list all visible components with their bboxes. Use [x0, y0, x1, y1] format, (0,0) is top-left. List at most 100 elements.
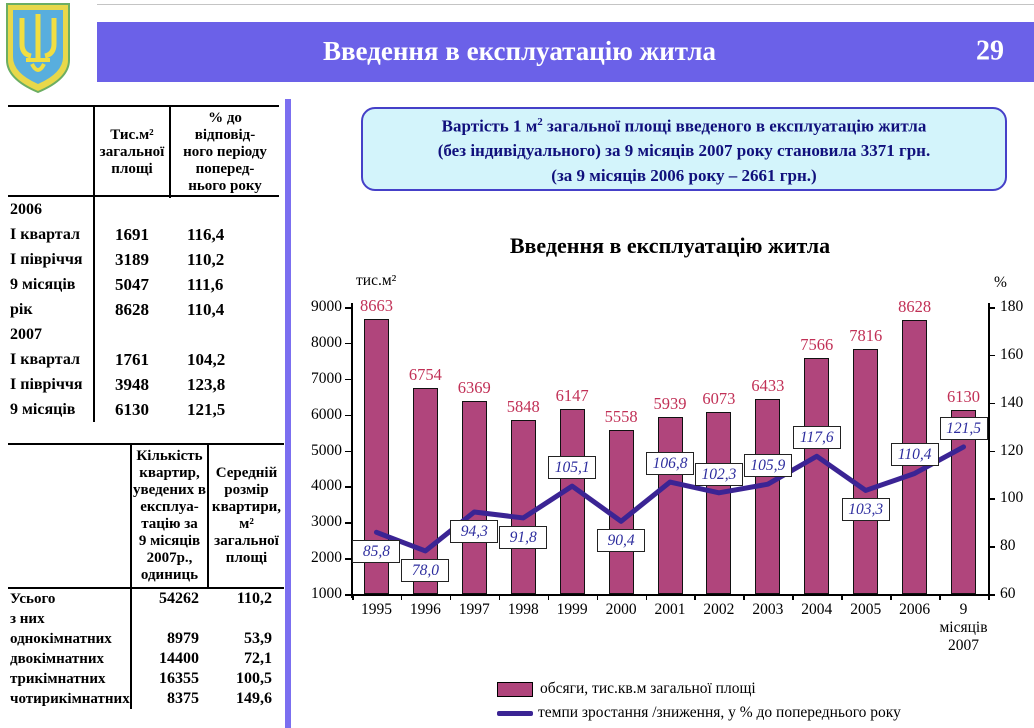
- bar: [706, 412, 732, 594]
- table-row: з них: [8, 609, 284, 629]
- table-cell-value2: 149,6: [236, 690, 272, 707]
- x-tick-label: 2004: [801, 601, 833, 618]
- legend-item-line: темпи зростання /зниження, у % до попере…: [497, 701, 901, 725]
- info-line-1: Вартість 1 м2 загальної площі введеного …: [441, 115, 927, 136]
- table-cell-value1: 8628: [93, 297, 169, 322]
- right-axis-tick: [988, 307, 995, 309]
- x-axis-tick: [939, 594, 941, 600]
- legend-line-label: темпи зростання /зниження, у % до попере…: [538, 704, 901, 721]
- left-axis-tick: [345, 450, 352, 452]
- table-cell-value1: 3189: [93, 247, 169, 272]
- x-axis-tick: [792, 594, 794, 600]
- table-header-row: Кількість квартир, уведених в експлуа- т…: [8, 445, 284, 589]
- x-axis-tick: [449, 594, 452, 600]
- bar: [559, 409, 585, 594]
- table-cell-value1: 1761: [93, 347, 169, 372]
- line-point-label: 78,0: [401, 558, 450, 582]
- right-axis-tick-label: 100: [1000, 489, 1024, 507]
- x-axis-tick: [352, 594, 354, 600]
- table-row: 2007: [8, 322, 279, 347]
- right-axis-tick-label: 120: [1000, 441, 1024, 459]
- table-cell-label: 9 місяців: [10, 275, 76, 293]
- bar-value-label: 6433: [751, 376, 785, 396]
- table-cell-value2: 100,5: [236, 670, 272, 687]
- table-cell-value2: 121,5: [187, 399, 226, 419]
- left-axis-tick-label: 2000: [311, 549, 342, 567]
- table-row: І квартал 1691 116,4: [8, 222, 279, 247]
- table-row: 9 місяців 6130 121,5: [8, 397, 279, 422]
- line-point-label: 110,4: [890, 443, 939, 467]
- bar: [804, 358, 830, 594]
- left-axis-tick-label: 6000: [311, 405, 342, 423]
- bar: [510, 420, 536, 594]
- table-row: трикімнатних 16355 100,5: [8, 669, 284, 689]
- legend-item-bars: обсяги, тис.кв.м загальної площі: [497, 677, 901, 701]
- table-cell-label: двокімнатних: [10, 650, 105, 667]
- bar: [461, 401, 487, 594]
- title-bar: Введення в експлуатацію житла 29: [97, 22, 1034, 82]
- table-cell-value2: 116,4: [187, 224, 225, 244]
- vertical-divider: [285, 99, 291, 728]
- table-cell-label: 2006: [10, 200, 42, 218]
- x-axis-tick: [400, 594, 403, 600]
- table-cell-label: чотирикімнатних: [10, 690, 130, 707]
- x-axis-tick: [645, 594, 648, 600]
- right-axis-tick: [988, 354, 995, 357]
- chart-legend: обсяги, тис.кв.м загальної площі темпи з…: [497, 677, 901, 725]
- x-axis-tick: [547, 594, 550, 600]
- table-cell-value1: [93, 322, 169, 347]
- bar-value-label: 6073: [702, 389, 736, 408]
- x-axis-tick: [890, 594, 892, 600]
- table-cell-label: трикімнатних: [10, 670, 106, 687]
- table-header-cell: Кількість квартир, уведених в експлуа- т…: [130, 445, 207, 587]
- left-axis-tick: [345, 594, 352, 596]
- table-cell-value1: 14400: [130, 649, 207, 669]
- table-cell-label: 9 місяців: [10, 400, 76, 418]
- growth-rate-line: [373, 444, 967, 554]
- line-point-label: 94,3: [450, 519, 499, 543]
- right-axis-tick: [988, 546, 995, 548]
- ukraine-coat-of-arms-icon: [6, 3, 70, 94]
- line-point-label: 105,9: [743, 454, 792, 478]
- table-cell-value1: 8979: [130, 629, 207, 649]
- left-axis-tick-label: 7000: [311, 369, 342, 387]
- table-cell-value2: 104,2: [187, 349, 226, 369]
- x-tick-label: 1996: [409, 601, 441, 618]
- x-tick-label: 1995: [360, 601, 392, 618]
- bar-value-label: 6754: [408, 364, 442, 384]
- right-axis-tick: [988, 402, 995, 405]
- right-axis-tick-label: 80: [1000, 537, 1016, 555]
- x-tick-label: 9 місяців 2007: [939, 601, 988, 654]
- x-tick-label: 2006: [899, 601, 931, 618]
- table-row: 9 місяців 5047 111,6: [8, 272, 279, 297]
- top-divider-line: [97, 4, 1034, 5]
- table-row: чотирикімнатних 8375 149,6: [8, 689, 284, 709]
- bar-value-label: 5939: [653, 393, 687, 413]
- bar-value-label: 6147: [555, 386, 589, 406]
- right-axis-label: %: [994, 274, 1007, 291]
- x-axis-tick: [988, 594, 990, 600]
- legend-bar-label: обсяги, тис.кв.м загальної площі: [540, 680, 756, 697]
- table-cell-value1: 8375: [130, 689, 207, 709]
- left-axis-tick-label: 1000: [311, 585, 342, 602]
- right-axis-tick: [988, 594, 995, 596]
- left-axis-tick: [345, 307, 352, 309]
- bottom-axis-line: [351, 594, 989, 596]
- table-row: І півріччя 3189 110,2: [8, 247, 279, 272]
- bar: [657, 416, 683, 594]
- table-cell-value2: 111,6: [187, 274, 224, 294]
- line-point-label: 91,8: [499, 525, 548, 549]
- table-row: І півріччя 3948 123,8: [8, 372, 279, 397]
- bar-value-label: 6130: [947, 386, 981, 406]
- page-number: 29: [976, 35, 1004, 67]
- left-axis-tick: [345, 414, 352, 417]
- x-axis-tick: [841, 594, 843, 600]
- table-cell-value1: 6130: [93, 397, 169, 422]
- left-axis-tick-label: 8000: [311, 333, 342, 351]
- table-cell-label: Усього: [10, 590, 56, 607]
- x-tick-label: 2003: [752, 601, 784, 618]
- x-axis-tick: [596, 594, 599, 600]
- table-cell-value2: 123,8: [187, 374, 226, 394]
- right-axis-tick-label: 160: [1000, 345, 1024, 363]
